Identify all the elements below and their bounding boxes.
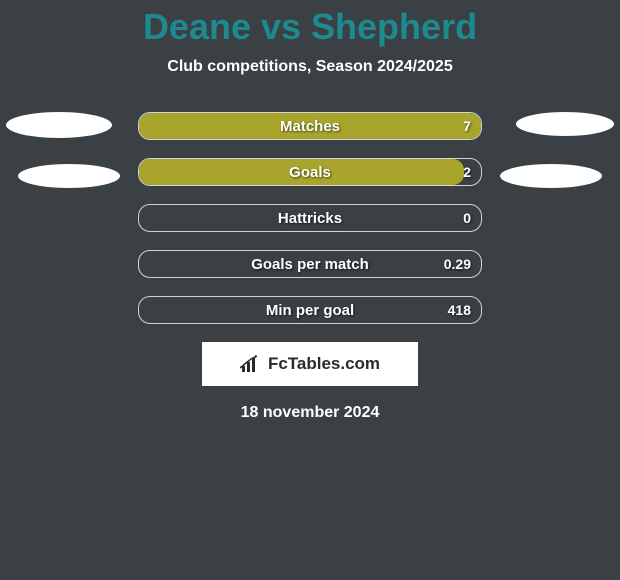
stat-row-goals: Goals 2 xyxy=(138,158,482,186)
stat-fill xyxy=(139,159,464,185)
bar-chart-icon xyxy=(240,354,264,374)
left-ellipse-2 xyxy=(18,164,120,188)
logo-text: FcTables.com xyxy=(268,354,380,374)
stat-label: Hattricks xyxy=(139,205,481,231)
page-subtitle: Club competitions, Season 2024/2025 xyxy=(0,58,620,76)
stat-value: 418 xyxy=(448,297,471,323)
stat-label: Min per goal xyxy=(139,297,481,323)
bars-container: Matches 7 Goals 2 Hattricks 0 Goals per … xyxy=(138,112,482,324)
stat-row-matches: Matches 7 xyxy=(138,112,482,140)
stat-label: Goals per match xyxy=(139,251,481,277)
right-ellipse-2 xyxy=(500,164,602,188)
date-label: 18 november 2024 xyxy=(0,404,620,422)
stat-value: 0.29 xyxy=(444,251,471,277)
stat-fill xyxy=(139,113,481,139)
page-title: Deane vs Shepherd xyxy=(0,0,620,48)
logo-box: FcTables.com xyxy=(202,342,418,386)
left-ellipse-1 xyxy=(6,112,112,138)
stat-value: 0 xyxy=(463,205,471,231)
stat-row-goals-per-match: Goals per match 0.29 xyxy=(138,250,482,278)
stats-panel: Matches 7 Goals 2 Hattricks 0 Goals per … xyxy=(0,112,620,422)
stat-value: 2 xyxy=(463,159,471,185)
right-ellipse-1 xyxy=(516,112,614,136)
stat-row-min-per-goal: Min per goal 418 xyxy=(138,296,482,324)
stat-row-hattricks: Hattricks 0 xyxy=(138,204,482,232)
